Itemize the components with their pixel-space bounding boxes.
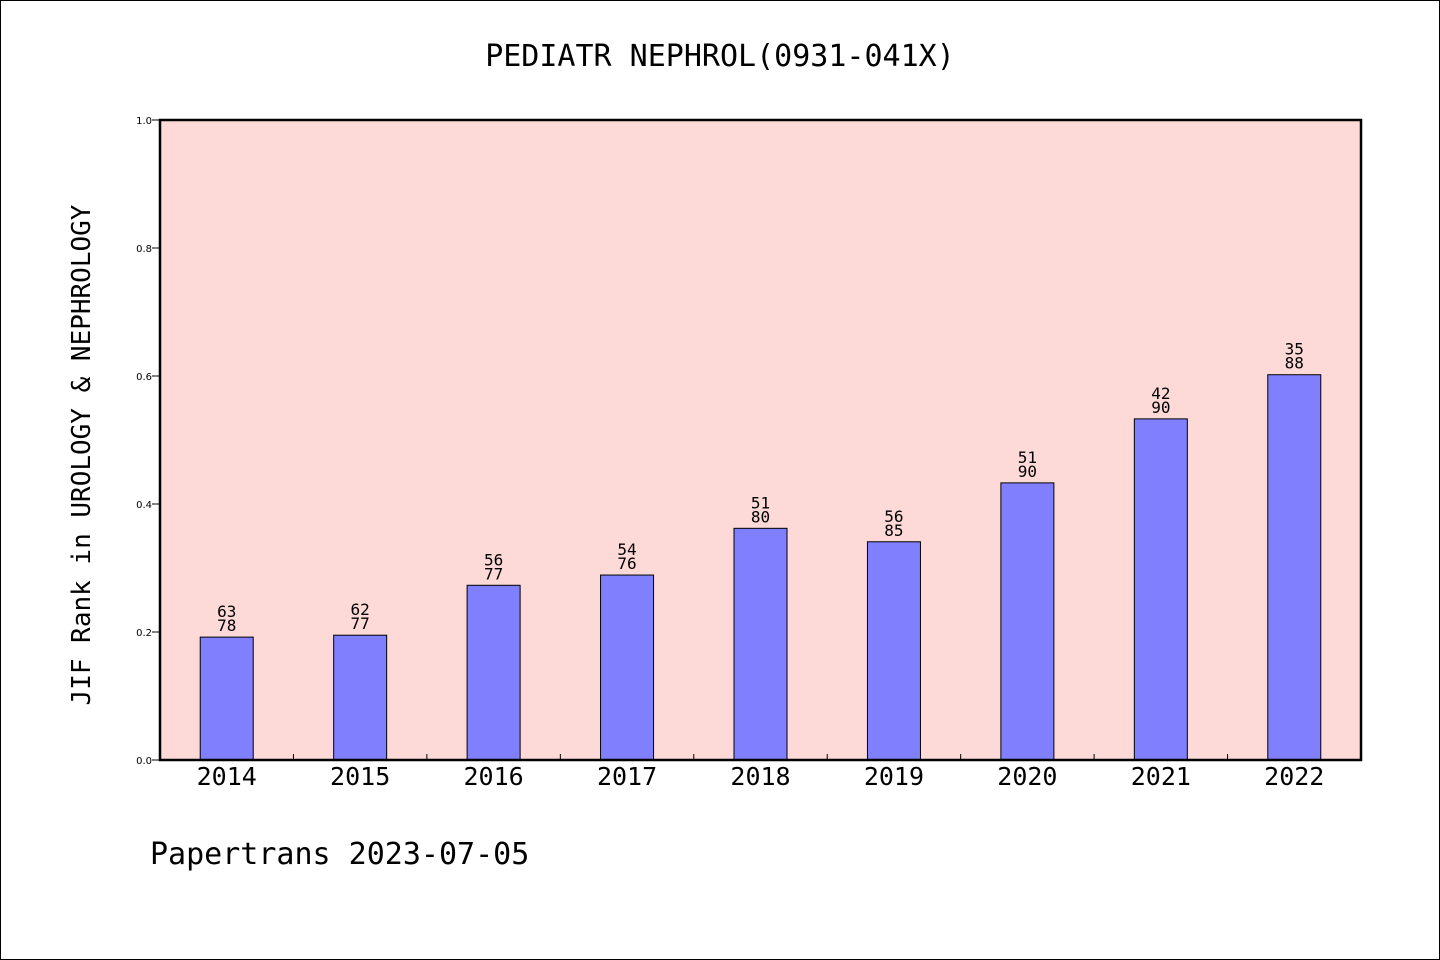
bar-label-rank: 42 bbox=[1151, 384, 1170, 403]
bar-2019 bbox=[866, 541, 921, 761]
footer-credit: Papertrans 2023-07-05 bbox=[150, 837, 529, 872]
x-tick-label: 2022 bbox=[1264, 762, 1324, 791]
plot-border bbox=[158, 118, 1363, 762]
bar-label-rank: 56 bbox=[884, 507, 903, 526]
bar-2022 bbox=[1267, 374, 1322, 761]
bar-2021 bbox=[1133, 418, 1188, 761]
y-tick-label: 0.8 bbox=[136, 244, 152, 255]
x-tick-label: 2014 bbox=[197, 762, 257, 791]
bar-label-total: 85 bbox=[884, 521, 903, 540]
bar-label-total: 90 bbox=[1018, 462, 1037, 481]
x-tick-label: 2016 bbox=[464, 762, 524, 791]
bar-label-total: 76 bbox=[617, 554, 636, 573]
bar-label-total: 78 bbox=[217, 616, 236, 635]
bar-2017 bbox=[600, 574, 655, 761]
bar-label-rank: 51 bbox=[751, 493, 770, 512]
x-axis: 2014 2015 2016 2017 2018 2019 2020 2021 2022 bbox=[197, 754, 1324, 791]
x-tick-label: 2021 bbox=[1131, 762, 1191, 791]
y-tick-label: 1.0 bbox=[136, 116, 152, 127]
bar-label-rank: 56 bbox=[484, 550, 503, 569]
bar-label-total: 80 bbox=[751, 507, 770, 526]
bar-label-rank: 35 bbox=[1285, 340, 1304, 359]
y-tick-label: 0.2 bbox=[136, 628, 152, 639]
y-axis: 0.0 0.2 0.4 0.6 0.8 1.0 bbox=[136, 116, 160, 767]
bar-label-rank: 62 bbox=[351, 600, 370, 619]
chart-title: PEDIATR NEPHROL(0931-041X) bbox=[485, 39, 955, 74]
bar-2020 bbox=[1000, 482, 1055, 761]
bar-label-total: 90 bbox=[1151, 398, 1170, 417]
bar-label-rank: 63 bbox=[217, 602, 236, 621]
y-tick-label: 0.6 bbox=[136, 372, 152, 383]
bar-label-total: 77 bbox=[484, 564, 503, 583]
bar-2018 bbox=[733, 527, 788, 761]
bar-label-total: 88 bbox=[1285, 354, 1304, 373]
bar-label-rank: 54 bbox=[617, 540, 636, 559]
bar-2015 bbox=[333, 634, 388, 761]
x-tick-label: 2018 bbox=[730, 762, 790, 791]
y-axis-label: JIF Rank in UROLOGY & NEPHROLOGY bbox=[67, 204, 97, 705]
x-tick-label: 2015 bbox=[330, 762, 390, 791]
bar-2016 bbox=[466, 584, 521, 761]
x-tick-label: 2019 bbox=[864, 762, 924, 791]
y-tick-label: 0.0 bbox=[136, 756, 152, 767]
y-tick-label: 0.4 bbox=[136, 500, 152, 511]
bar-label-rank: 51 bbox=[1018, 448, 1037, 467]
bar-2014 bbox=[199, 636, 254, 761]
x-tick-label: 2020 bbox=[997, 762, 1057, 791]
x-tick-label: 2017 bbox=[597, 762, 657, 791]
bar-label-total: 77 bbox=[351, 614, 370, 633]
